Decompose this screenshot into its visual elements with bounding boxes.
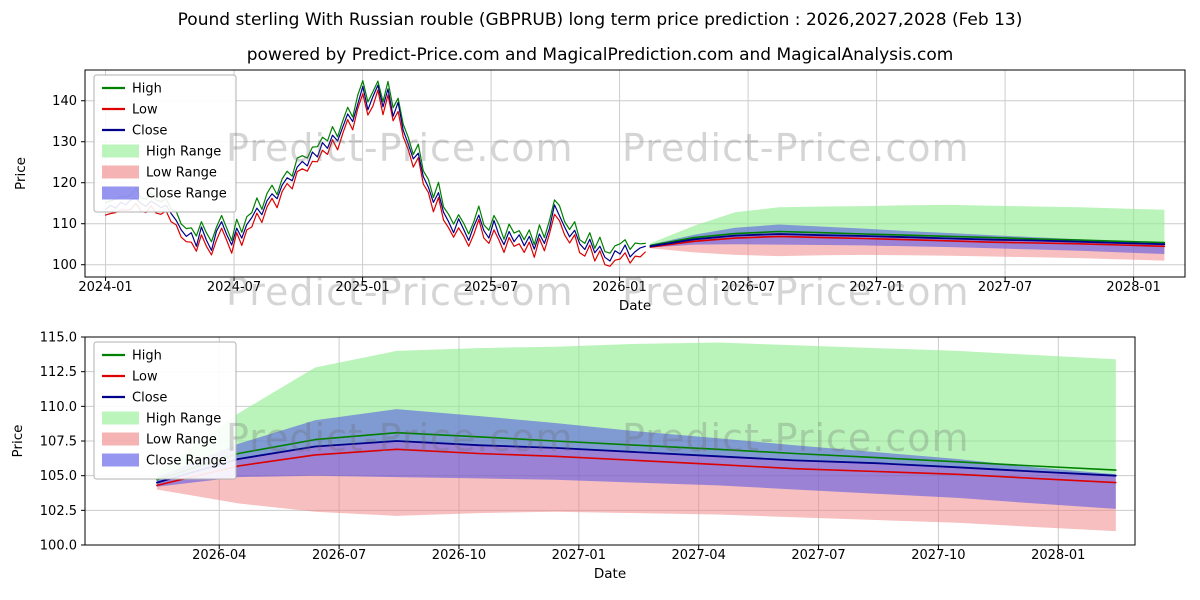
legend-patch-swatch xyxy=(102,432,139,446)
svg-text:110.0: 110.0 xyxy=(40,400,77,415)
svg-text:2027-04: 2027-04 xyxy=(672,548,726,563)
forecast-close-line xyxy=(155,440,1117,484)
svg-text:100.0: 100.0 xyxy=(40,539,77,554)
svg-text:112.5: 112.5 xyxy=(40,365,77,380)
legend-patch-swatch xyxy=(102,186,139,200)
svg-text:2026-04: 2026-04 xyxy=(192,548,246,563)
svg-text:130: 130 xyxy=(52,135,77,150)
page-subtitle: powered by Predict-Price.com and Magical… xyxy=(246,45,954,65)
forecast-detail-chart: 2026-04 2026-07 2026-10 2027-01 2027-04 2027-… xyxy=(10,331,1136,583)
svg-text:2027-01: 2027-01 xyxy=(849,280,903,295)
forecast-low-line xyxy=(649,235,1166,248)
legend-patch-swatch xyxy=(102,165,139,179)
legend-label: Low Range xyxy=(146,433,217,448)
svg-text:120: 120 xyxy=(52,176,77,191)
svg-text:140: 140 xyxy=(52,94,77,109)
svg-text:2027-07: 2027-07 xyxy=(791,548,845,563)
history-close-line xyxy=(104,84,646,262)
forecast-high-line xyxy=(156,431,1117,481)
legend-patch-swatch xyxy=(102,453,139,467)
axes-labels: 2026-04 2026-07 2026-10 2027-01 2027-04 2027-… xyxy=(10,331,1085,583)
high-range-band xyxy=(156,342,1116,483)
page-title: Pound sterling With Russian rouble (GBPR… xyxy=(177,10,1023,30)
svg-text:102.5: 102.5 xyxy=(40,504,77,519)
forecast-high-line xyxy=(649,230,1166,247)
close-range-band xyxy=(156,409,1116,509)
history-low-line xyxy=(104,89,646,267)
svg-text:115.0: 115.0 xyxy=(40,331,77,346)
svg-text:2025-01: 2025-01 xyxy=(335,280,389,295)
x-axis-label: Date xyxy=(594,566,626,582)
legend-label: Close xyxy=(132,391,167,406)
legend-label: High Range xyxy=(146,412,221,427)
high-range-band xyxy=(650,204,1165,247)
y-axis-label: Price xyxy=(10,425,26,458)
legend-label: Close Range xyxy=(146,454,227,469)
plot-area xyxy=(84,336,1136,546)
legend: High Low Close High Range Low Range Close Ran… xyxy=(93,341,237,480)
plot-border xyxy=(84,69,1186,278)
svg-text:2026-01: 2026-01 xyxy=(592,280,646,295)
svg-text:110: 110 xyxy=(52,217,77,232)
x-axis-label: Date xyxy=(619,298,651,314)
svg-text:2028-01: 2028-01 xyxy=(1106,280,1160,295)
svg-text:100: 100 xyxy=(52,258,77,273)
svg-text:2027-07: 2027-07 xyxy=(978,280,1032,295)
svg-text:2024-07: 2024-07 xyxy=(207,280,261,295)
legend-label: Close xyxy=(132,124,167,139)
legend-patch-swatch xyxy=(102,144,139,158)
plot-area xyxy=(84,69,1186,278)
svg-text:105.0: 105.0 xyxy=(40,469,77,484)
legend-label: High Range xyxy=(146,145,221,160)
svg-text:2025-07: 2025-07 xyxy=(464,280,518,295)
axes-labels: 2024-01 2024-07 2025-01 2025-07 2026-01 2026-… xyxy=(13,94,1161,314)
price-history-forecast-chart: 2024-01 2024-07 2025-01 2025-07 2026-01 2026-… xyxy=(13,69,1186,314)
legend: High Low Close High Range Low Range Close Ran… xyxy=(93,74,237,213)
y-axis-label: Price xyxy=(13,157,29,190)
legend-label: Low Range xyxy=(146,166,217,181)
svg-text:2027-01: 2027-01 xyxy=(552,548,606,563)
history-high-line xyxy=(104,80,646,254)
svg-text:107.5: 107.5 xyxy=(40,435,77,450)
legend-label: High xyxy=(132,82,162,97)
svg-text:2027-10: 2027-10 xyxy=(911,548,965,563)
svg-text:2026-07: 2026-07 xyxy=(312,548,366,563)
svg-text:2028-01: 2028-01 xyxy=(1031,548,1085,563)
legend-label: Low xyxy=(132,370,158,385)
legend-label: High xyxy=(132,349,162,364)
legend-label: Low xyxy=(132,103,158,118)
svg-text:2026-10: 2026-10 xyxy=(432,548,486,563)
svg-text:2024-01: 2024-01 xyxy=(78,280,132,295)
svg-text:2026-07: 2026-07 xyxy=(721,280,775,295)
forecast-close-line xyxy=(649,233,1166,248)
legend-patch-swatch xyxy=(102,411,139,425)
forecast-low-line xyxy=(156,448,1117,487)
legend-label: Close Range xyxy=(146,187,227,202)
